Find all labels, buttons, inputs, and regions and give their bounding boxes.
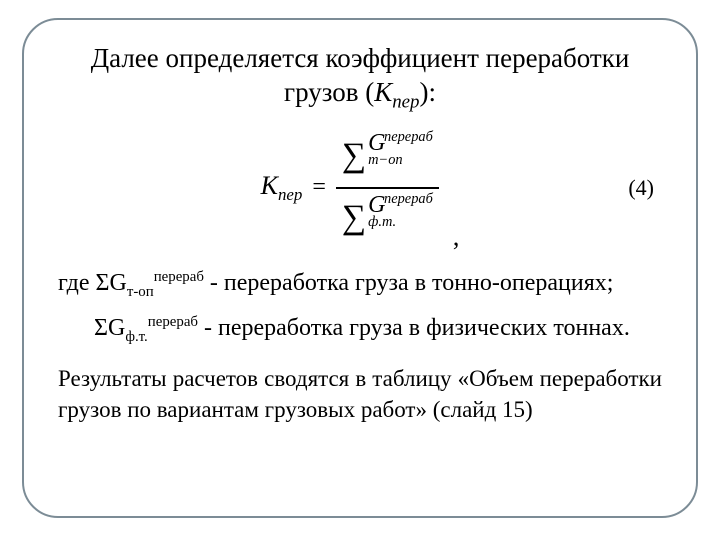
where-t1-G: G xyxy=(109,270,126,296)
sigma-icon: ∑ xyxy=(342,204,366,233)
num-sub: т−оп xyxy=(368,152,403,168)
where-t1-sub: т-оп xyxy=(127,284,154,300)
formula-K-sub: пер xyxy=(278,185,302,204)
formula-lhs: Кпер xyxy=(261,171,303,205)
slide: Далее определяется коэффициент переработ… xyxy=(0,0,720,540)
where-t2-desc: - переработка груза в физических тоннах. xyxy=(198,315,630,341)
heading-symbol-sub: пер xyxy=(392,91,419,112)
formula-fraction: ∑ Gперерабт−оп ∑ Gперерабф.т. xyxy=(336,128,439,248)
where-t2-sub: ф.т. xyxy=(125,329,147,345)
num-sup: перераб xyxy=(384,129,433,145)
heading-line2-post: ): xyxy=(419,77,436,107)
where-t1-sup: перераб xyxy=(154,269,204,285)
heading: Далее определяется коэффициент переработ… xyxy=(58,42,662,114)
sigma-small-icon: Σ xyxy=(96,270,110,296)
heading-symbol-K: К xyxy=(374,77,392,107)
formula-comma: , xyxy=(453,222,460,252)
formula-eq: = xyxy=(312,174,326,201)
equation-number: (4) xyxy=(628,175,654,201)
where-t1-desc: - переработка груза в тонно-операциях; xyxy=(204,270,614,296)
formula-denominator: ∑ Gперерабф.т. xyxy=(336,190,439,248)
heading-line2-pre: грузов ( xyxy=(284,77,374,107)
body-paragraph: Результаты расчетов сводятся в таблицу «… xyxy=(58,364,662,425)
where-term-1: ΣGт-опперераб xyxy=(96,270,204,296)
slide-frame: Далее определяется коэффициент переработ… xyxy=(22,18,698,518)
heading-line1: Далее определяется коэффициент переработ… xyxy=(91,43,630,73)
sigma-icon: ∑ xyxy=(342,142,366,171)
formula-row: Кпер = ∑ Gперерабт−оп ∑ Gперерабф.т. xyxy=(58,128,662,248)
where-line-2: ΣGф.т.перераб - переработка груза в физи… xyxy=(94,311,662,348)
fraction-bar xyxy=(336,187,439,189)
den-sup: перераб xyxy=(384,191,433,207)
formula-K: К xyxy=(261,171,278,200)
where-line-1: где ΣGт-опперераб - переработка груза в … xyxy=(58,266,662,303)
sigma-small-icon: Σ xyxy=(94,315,108,341)
formula: Кпер = ∑ Gперерабт−оп ∑ Gперерабф.т. xyxy=(261,128,460,248)
where-term-2: ΣGф.т.перераб xyxy=(94,315,198,341)
formula-numerator: ∑ Gперерабт−оп xyxy=(336,128,439,186)
numerator-term: Gперерабт−оп xyxy=(368,130,433,184)
where-t2-sup: перераб xyxy=(148,314,198,330)
where-prefix: где xyxy=(58,270,96,296)
den-sub: ф.т. xyxy=(368,214,396,230)
where-t2-G: G xyxy=(108,315,125,341)
denominator-term: Gперерабф.т. xyxy=(368,192,433,246)
